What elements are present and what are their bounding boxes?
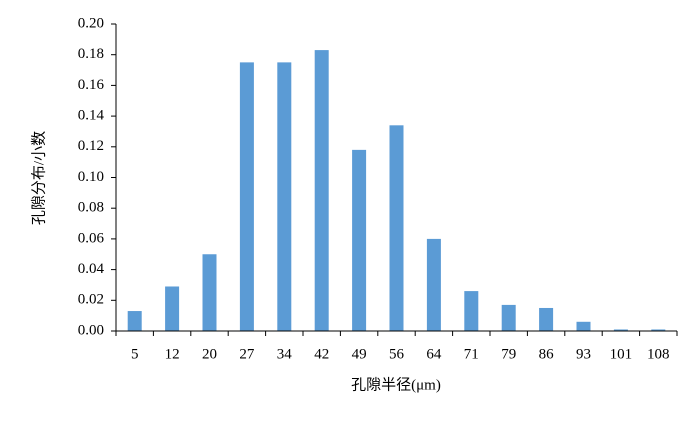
bar bbox=[389, 125, 404, 331]
y-tick-label: 0.06 bbox=[78, 230, 105, 246]
bar bbox=[202, 254, 217, 331]
y-tick-label: 0.04 bbox=[78, 261, 105, 277]
x-tick-label: 86 bbox=[539, 346, 555, 362]
bar bbox=[613, 329, 628, 331]
bar bbox=[127, 311, 142, 331]
bar bbox=[539, 307, 554, 331]
bar bbox=[239, 62, 254, 331]
bar bbox=[314, 50, 329, 331]
x-tick-label: 27 bbox=[239, 346, 255, 362]
y-tick-label: 0.00 bbox=[78, 322, 104, 338]
bar bbox=[501, 304, 516, 331]
x-axis-label: 孔隙半径(μm) bbox=[351, 376, 441, 393]
bar bbox=[576, 321, 591, 331]
bar bbox=[651, 329, 666, 331]
x-tick-label: 56 bbox=[389, 346, 405, 362]
x-tick-label: 20 bbox=[202, 346, 217, 362]
x-tick-label: 79 bbox=[501, 346, 516, 362]
bar bbox=[464, 291, 479, 331]
x-tick-label: 71 bbox=[464, 346, 479, 362]
y-tick-label: 0.02 bbox=[78, 292, 104, 308]
y-tick-label: 0.10 bbox=[78, 169, 104, 185]
bar bbox=[352, 149, 367, 331]
y-tick-label: 0.20 bbox=[78, 15, 104, 31]
x-tick-label: 5 bbox=[131, 346, 139, 362]
y-tick-label: 0.18 bbox=[78, 46, 104, 62]
bar bbox=[165, 286, 180, 331]
x-tick-label: 93 bbox=[576, 346, 591, 362]
y-tick-label: 0.08 bbox=[78, 200, 104, 216]
x-tick-label: 64 bbox=[426, 346, 442, 362]
y-tick-label: 0.14 bbox=[78, 108, 105, 124]
x-tick-label: 49 bbox=[352, 346, 367, 362]
x-tick-label: 108 bbox=[647, 346, 670, 362]
x-tick-label: 101 bbox=[610, 346, 633, 362]
y-axis-label: 孔隙分布/小数 bbox=[30, 131, 47, 225]
bar bbox=[277, 62, 292, 331]
bar bbox=[426, 238, 441, 331]
x-tick-label: 34 bbox=[277, 346, 293, 362]
y-tick-label: 0.16 bbox=[78, 77, 105, 93]
x-tick-label: 12 bbox=[165, 346, 180, 362]
x-tick-label: 42 bbox=[314, 346, 329, 362]
y-tick-label: 0.12 bbox=[78, 138, 104, 154]
